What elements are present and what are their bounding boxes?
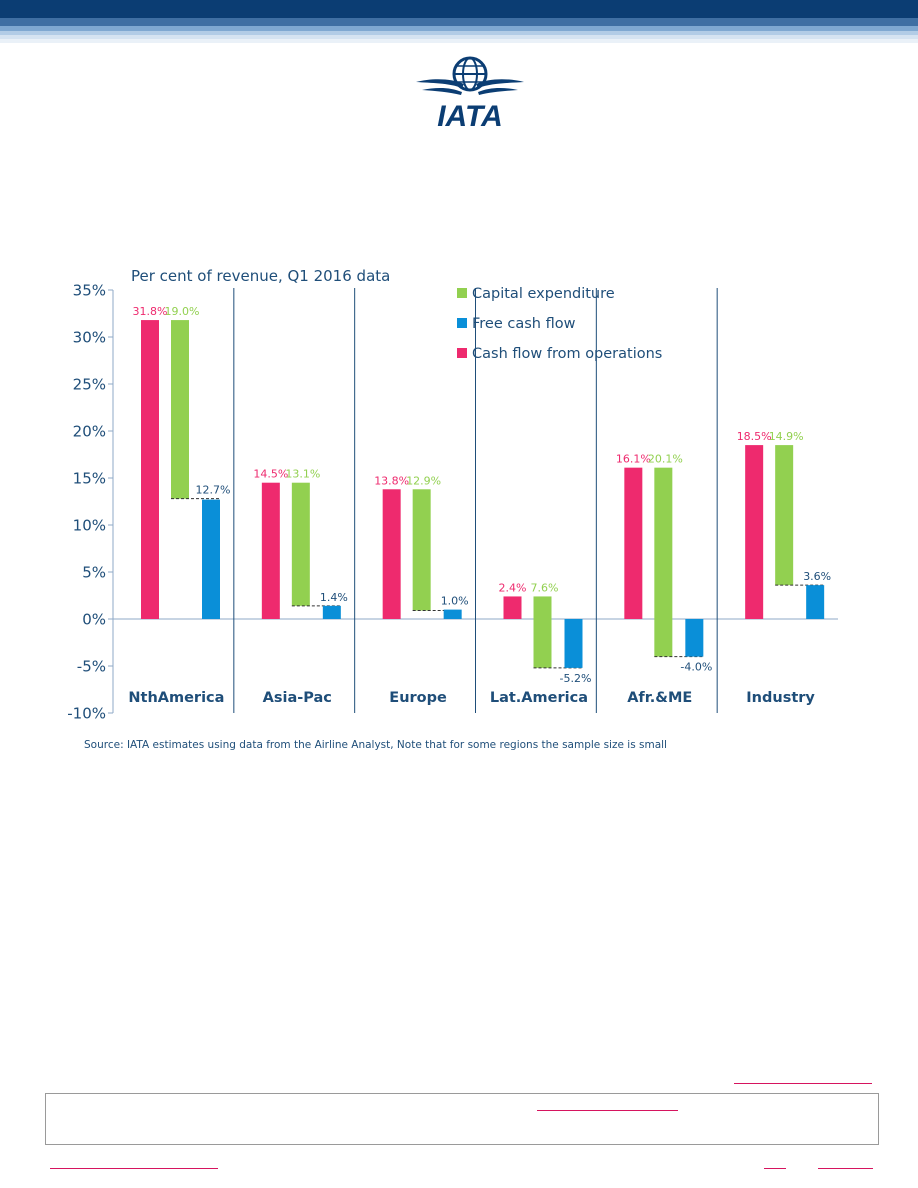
- chart-source: Source: IATA estimates using data from t…: [84, 739, 667, 751]
- logo-text: IATA: [437, 100, 503, 130]
- data-label-capex: 12.9%: [406, 474, 441, 487]
- data-label-capex: 7.6%: [531, 581, 559, 594]
- bar-capital-expenditure: [654, 467, 673, 657]
- legend-swatch: [457, 348, 467, 358]
- y-tick-label: 10%: [73, 517, 106, 535]
- data-label-capex: 19.0%: [165, 305, 200, 318]
- bar-capital-expenditure: [533, 596, 552, 668]
- data-label-capex: 13.1%: [285, 468, 320, 481]
- y-tick-label: 30%: [73, 329, 106, 347]
- footer-box: [45, 1093, 879, 1145]
- data-label-free-cash-flow: -4.0%: [680, 661, 712, 674]
- category-label: NthAmerica: [128, 690, 224, 706]
- category-label: Industry: [746, 690, 815, 706]
- data-label-free-cash-flow: 1.0%: [441, 595, 469, 608]
- bar-free-cash-flow: [322, 605, 341, 619]
- legend-label: Free cash flow: [472, 316, 576, 332]
- bar-free-cash-flow: [564, 619, 583, 668]
- bar-capital-expenditure: [171, 320, 189, 499]
- data-label-operations: 13.8%: [374, 474, 409, 487]
- footer-rule-left: [50, 1168, 218, 1169]
- data-label-free-cash-flow: 1.4%: [320, 591, 348, 604]
- bar-cash-flow-operations: [503, 596, 522, 619]
- header-band: [0, 0, 918, 43]
- legend-swatch: [457, 318, 467, 328]
- data-label-capex: 14.9%: [769, 430, 804, 443]
- y-tick-label: 15%: [73, 470, 106, 488]
- bar-cash-flow-operations: [624, 467, 643, 619]
- footer-rule-top-right: [734, 1083, 872, 1084]
- bar-cash-flow-operations: [745, 445, 764, 619]
- data-label-operations: 18.5%: [737, 430, 772, 443]
- category-label: Europe: [389, 690, 447, 706]
- category-label: Asia-Pac: [263, 690, 332, 706]
- y-tick-label: 25%: [73, 376, 106, 394]
- bar-capital-expenditure: [412, 489, 431, 611]
- bar-cash-flow-operations: [382, 489, 401, 619]
- legend-label: Cash flow from operations: [472, 346, 662, 362]
- data-label-operations: 16.1%: [616, 453, 651, 466]
- category-label: Lat.America: [490, 690, 588, 706]
- y-tick-label: -5%: [77, 658, 106, 676]
- footer-rule-right-small: [764, 1168, 786, 1169]
- iata-logo: IATA: [416, 56, 524, 130]
- bar-capital-expenditure: [291, 482, 310, 606]
- bar-free-cash-flow: [443, 609, 462, 619]
- y-tick-label: 0%: [82, 611, 106, 629]
- data-label-free-cash-flow: 12.7%: [196, 484, 231, 497]
- bar-free-cash-flow: [202, 499, 220, 619]
- y-tick-label: 35%: [73, 282, 106, 300]
- data-label-free-cash-flow: 3.6%: [803, 570, 831, 583]
- data-label-operations: 14.5%: [253, 468, 288, 481]
- category-label: Afr.&ME: [627, 690, 692, 706]
- y-tick-label: 20%: [73, 423, 106, 441]
- footer-box-rule: [537, 1110, 678, 1111]
- chart-title: Per cent of revenue, Q1 2016 data: [131, 267, 390, 285]
- data-label-operations: 2.4%: [499, 581, 527, 594]
- data-label-free-cash-flow: -5.2%: [560, 672, 592, 685]
- y-tick-label: 5%: [82, 564, 106, 582]
- footer-rule-right: [818, 1168, 873, 1169]
- bar-free-cash-flow: [806, 585, 825, 619]
- data-label-operations: 31.8%: [133, 305, 168, 318]
- bar-cash-flow-operations: [141, 320, 159, 619]
- y-tick-label: -10%: [67, 705, 106, 723]
- bar-cash-flow-operations: [261, 482, 280, 619]
- cash-flow-chart: Per cent of revenue, Q1 2016 data Source…: [67, 267, 838, 751]
- data-label-capex: 20.1%: [648, 453, 683, 466]
- bar-capital-expenditure: [775, 445, 794, 586]
- legend-label: Capital expenditure: [472, 286, 615, 302]
- legend-swatch: [457, 288, 467, 298]
- bar-free-cash-flow: [685, 619, 704, 657]
